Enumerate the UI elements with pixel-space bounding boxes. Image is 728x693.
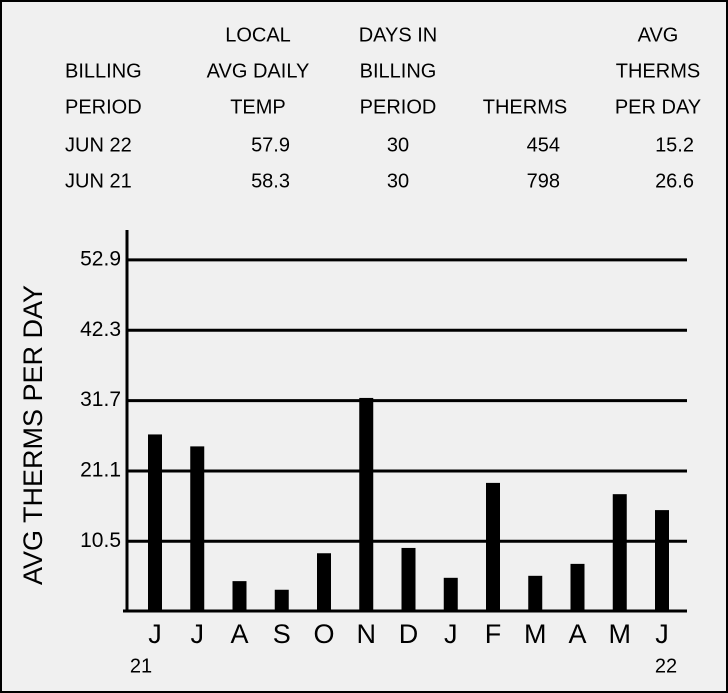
table-header: THERMS [616,60,700,82]
x-tick-label: D [399,619,419,649]
table-header: PERIOD [360,96,437,118]
table-cell: 15.2 [655,134,694,156]
x-tick-label: J [191,619,205,649]
y-tick-label: 10.5 [80,529,121,552]
bar [655,510,669,611]
bar [317,553,331,611]
bar [570,563,585,611]
table-header: BILLING [65,60,142,82]
y-tick-label: 42.3 [80,318,121,341]
y-tick-label: 31.7 [80,388,121,411]
y-tick-label: 21.1 [80,458,121,481]
x-tick-sublabel: 22 [655,655,677,677]
bar [401,547,416,611]
x-tick-sublabel: 21 [130,655,152,677]
bar [274,589,289,611]
y-tick-label: 52.9 [80,247,121,270]
x-tick-label: F [485,619,502,649]
x-tick-label: J [148,619,162,649]
table-header: PERIOD [65,96,142,118]
table-header: AVG DAILY [207,60,310,82]
x-tick-label: M [609,619,632,649]
table-cell: 454 [527,134,560,156]
table-cell: 58.3 [251,170,290,192]
y-axis-label: AVG THERMS PER DAY [18,285,48,585]
x-tick-label: J [444,619,458,649]
bar [359,397,374,611]
table-header: THERMS [483,96,567,118]
x-tick-label: A [230,619,248,649]
bar [486,482,500,611]
table-cell: JUN 22 [65,134,132,156]
x-tick-label: M [524,619,547,649]
x-tick-label: N [357,619,377,649]
bar [443,577,458,611]
table-header: AVG [638,24,679,46]
table-header: TEMP [230,96,286,118]
bar [528,575,543,611]
bar [148,434,162,611]
table-header: PER DAY [615,96,701,118]
table-cell: 30 [387,170,409,192]
table-header: DAYS IN [359,24,438,46]
bar [190,446,205,611]
table-cell: 30 [387,134,409,156]
x-tick-label: O [313,619,334,649]
table-cell: 26.6 [655,170,694,192]
table-cell: JUN 21 [65,170,132,192]
table-cell: 57.9 [251,134,290,156]
x-tick-label: S [273,619,291,649]
bar [232,581,247,611]
table-header: LOCAL [225,24,291,46]
table-header: BILLING [360,60,437,82]
table-cell: 798 [527,170,560,192]
x-tick-label: J [655,619,669,649]
x-tick-label: A [568,619,586,649]
bar [612,494,627,611]
